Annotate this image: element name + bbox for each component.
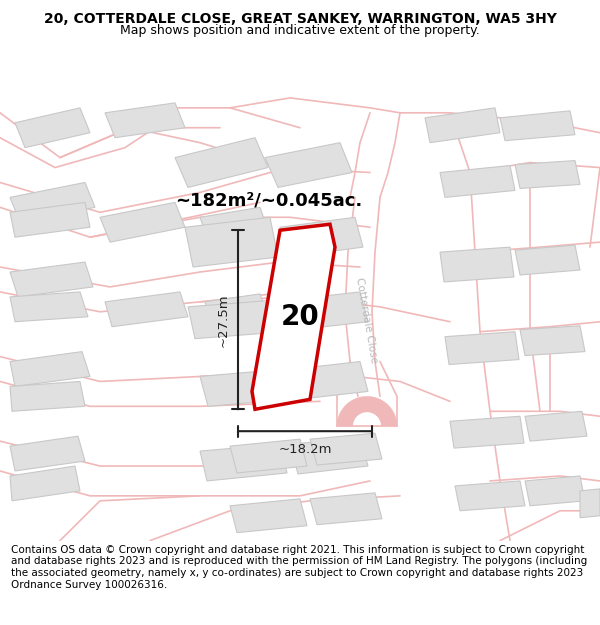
Polygon shape [185,217,278,267]
Polygon shape [175,138,268,188]
Polygon shape [10,202,90,237]
Polygon shape [105,103,185,138]
Polygon shape [265,142,352,188]
Polygon shape [353,412,381,426]
Text: ~18.2m: ~18.2m [278,443,332,456]
Polygon shape [10,262,93,297]
Polygon shape [10,182,95,222]
Polygon shape [15,108,90,148]
Polygon shape [290,292,368,330]
Polygon shape [205,294,268,325]
Polygon shape [10,292,88,322]
Text: Cotterdale Close: Cotterdale Close [353,276,379,363]
Polygon shape [230,499,307,532]
Polygon shape [10,466,80,501]
Polygon shape [520,326,585,356]
Polygon shape [337,396,397,426]
Text: Contains OS data © Crown copyright and database right 2021. This information is : Contains OS data © Crown copyright and d… [11,545,587,589]
Polygon shape [280,217,363,257]
Polygon shape [525,411,587,441]
Polygon shape [525,476,585,506]
Polygon shape [310,493,382,525]
Polygon shape [580,489,600,518]
Polygon shape [515,245,580,275]
Text: ~182m²/~0.045ac.: ~182m²/~0.045ac. [175,191,362,209]
Polygon shape [10,381,85,411]
Polygon shape [200,208,268,240]
Polygon shape [290,361,368,399]
Polygon shape [500,111,575,141]
Polygon shape [252,224,335,409]
Polygon shape [445,332,519,364]
Polygon shape [10,352,90,386]
Polygon shape [188,300,285,339]
Polygon shape [200,369,288,406]
Polygon shape [10,436,85,471]
Text: 20: 20 [281,302,319,331]
Polygon shape [450,416,524,448]
Text: Map shows position and indicative extent of the property.: Map shows position and indicative extent… [120,24,480,38]
Polygon shape [200,444,287,481]
Polygon shape [455,481,525,511]
Polygon shape [230,439,307,473]
Polygon shape [290,438,368,474]
Text: 20, COTTERDALE CLOSE, GREAT SANKEY, WARRINGTON, WA5 3HY: 20, COTTERDALE CLOSE, GREAT SANKEY, WARR… [44,12,556,26]
Polygon shape [515,161,580,188]
Polygon shape [100,202,185,242]
Polygon shape [425,108,500,142]
Polygon shape [440,247,514,282]
Polygon shape [440,166,515,198]
Polygon shape [310,433,382,465]
Text: ~27.5m: ~27.5m [217,293,230,347]
Polygon shape [105,292,188,327]
